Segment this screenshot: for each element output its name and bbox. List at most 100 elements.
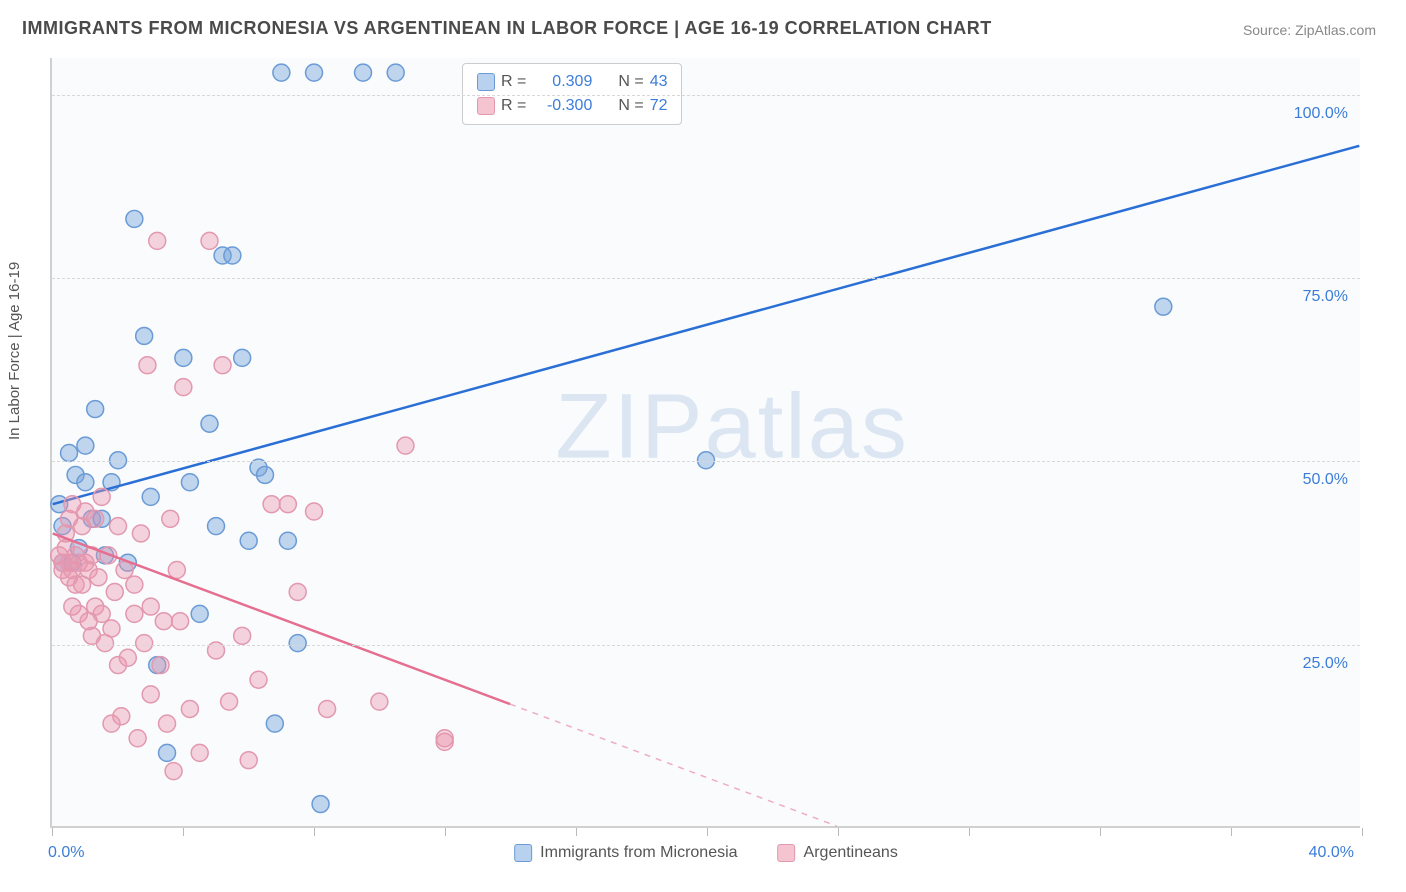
data-point	[142, 598, 159, 615]
legend-r-value: 0.309	[532, 70, 592, 94]
data-point	[181, 700, 198, 717]
x-tick	[838, 828, 839, 836]
data-point	[162, 510, 179, 527]
data-point	[355, 64, 372, 81]
data-point	[263, 496, 280, 513]
gridline	[52, 461, 1360, 462]
data-point	[152, 657, 169, 674]
chart-title: IMMIGRANTS FROM MICRONESIA VS ARGENTINEA…	[22, 18, 992, 39]
data-point	[289, 583, 306, 600]
data-point	[279, 496, 296, 513]
data-point	[110, 452, 127, 469]
data-point	[214, 357, 231, 374]
data-point	[116, 562, 133, 579]
x-tick	[707, 828, 708, 836]
data-point	[165, 763, 182, 780]
data-point	[181, 474, 198, 491]
x-tick	[1362, 828, 1363, 836]
data-point	[126, 576, 143, 593]
data-point	[234, 627, 251, 644]
y-tick-label: 25.0%	[1303, 655, 1348, 673]
data-point	[77, 474, 94, 491]
gridline	[52, 95, 1360, 96]
data-point	[87, 510, 104, 527]
data-point	[201, 232, 218, 249]
x-tick	[1231, 828, 1232, 836]
data-point	[110, 518, 127, 535]
data-point	[250, 671, 267, 688]
data-point	[172, 613, 189, 630]
series-legend: Immigrants from Micronesia Argentineans	[514, 844, 898, 862]
legend-series-item: Immigrants from Micronesia	[514, 844, 737, 862]
data-point	[312, 796, 329, 813]
data-point	[90, 569, 107, 586]
trend-line	[53, 146, 1360, 504]
data-point	[273, 64, 290, 81]
data-point	[224, 247, 241, 264]
y-axis-label: In Labor Force | Age 16-19	[6, 262, 23, 440]
data-point	[191, 744, 208, 761]
data-point	[136, 635, 153, 652]
data-point	[175, 379, 192, 396]
data-point	[136, 327, 153, 344]
data-point	[289, 635, 306, 652]
data-point	[126, 210, 143, 227]
legend-series-item: Argentineans	[778, 844, 898, 862]
data-point	[306, 64, 323, 81]
data-point	[61, 444, 78, 461]
legend-r-label: R =	[501, 70, 526, 94]
legend-r-label: R =	[501, 94, 526, 118]
gridline	[52, 278, 1360, 279]
data-point	[159, 744, 176, 761]
data-point	[279, 532, 296, 549]
data-point	[387, 64, 404, 81]
data-point	[436, 733, 453, 750]
legend-r-value: -0.300	[532, 94, 592, 118]
data-point	[266, 715, 283, 732]
data-point	[142, 686, 159, 703]
data-point	[240, 532, 257, 549]
data-point	[129, 730, 146, 747]
x-tick-label: 40.0%	[1309, 844, 1354, 862]
data-point	[319, 700, 336, 717]
data-point	[103, 620, 120, 637]
data-point	[191, 605, 208, 622]
x-tick-label: 0.0%	[48, 844, 84, 862]
data-point	[1155, 298, 1172, 315]
y-tick-label: 100.0%	[1294, 105, 1348, 123]
data-point	[240, 752, 257, 769]
data-point	[208, 518, 225, 535]
data-point	[306, 503, 323, 520]
legend-n-value: 43	[650, 70, 668, 94]
legend-correlation-row: R =-0.300N = 72	[477, 94, 667, 118]
x-tick	[1100, 828, 1101, 836]
data-point	[132, 525, 149, 542]
chart-plot-area: ZIPatlas R =0.309N = 43R =-0.300N = 72 I…	[50, 58, 1360, 828]
x-tick	[183, 828, 184, 836]
data-point	[139, 357, 156, 374]
data-point	[93, 488, 110, 505]
legend-swatch	[514, 844, 532, 862]
data-point	[159, 715, 176, 732]
scatter-plot-svg	[52, 58, 1360, 826]
legend-swatch	[477, 73, 495, 91]
x-tick	[314, 828, 315, 836]
data-point	[149, 232, 166, 249]
legend-swatch	[477, 97, 495, 115]
data-point	[119, 649, 136, 666]
x-tick	[969, 828, 970, 836]
trend-line	[53, 533, 510, 704]
data-point	[113, 708, 130, 725]
data-point	[126, 605, 143, 622]
x-tick	[445, 828, 446, 836]
data-point	[77, 437, 94, 454]
x-tick	[576, 828, 577, 836]
data-point	[234, 349, 251, 366]
y-tick-label: 50.0%	[1303, 471, 1348, 489]
legend-correlation-row: R =0.309N = 43	[477, 70, 667, 94]
data-point	[397, 437, 414, 454]
trend-line-dashed	[510, 704, 837, 826]
legend-series-label: Argentineans	[804, 844, 898, 862]
data-point	[155, 613, 172, 630]
legend-series-label: Immigrants from Micronesia	[540, 844, 737, 862]
